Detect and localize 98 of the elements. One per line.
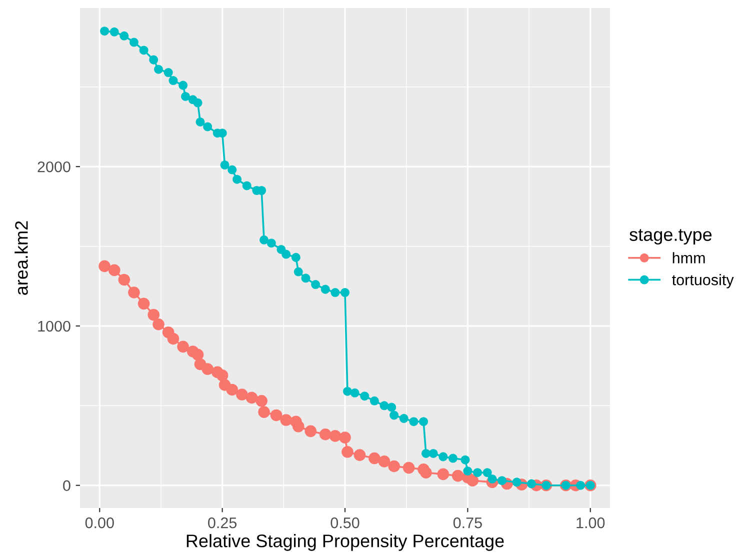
- point: [342, 446, 354, 458]
- point: [304, 425, 317, 438]
- point: [320, 284, 330, 294]
- point: [167, 332, 180, 345]
- point: [202, 363, 214, 375]
- point: [482, 468, 492, 478]
- point: [177, 340, 189, 353]
- point: [270, 409, 282, 422]
- point: [154, 64, 164, 74]
- point: [282, 250, 291, 259]
- point: [340, 288, 350, 298]
- point: [498, 476, 507, 486]
- point: [180, 92, 190, 101]
- point: [488, 474, 497, 484]
- point: [216, 369, 228, 382]
- point: [294, 267, 303, 276]
- point: [368, 452, 380, 464]
- point: [421, 448, 430, 458]
- point: [360, 392, 370, 401]
- x-tick-label: 0.25: [208, 517, 237, 528]
- point: [512, 478, 522, 487]
- point: [330, 288, 340, 298]
- point: [138, 298, 150, 310]
- point: [129, 38, 138, 47]
- point: [108, 264, 120, 276]
- point: [228, 165, 237, 174]
- point: [339, 432, 351, 444]
- point: [438, 452, 448, 462]
- point: [402, 462, 415, 474]
- point: [576, 480, 586, 490]
- legend-label: tortuosity: [672, 274, 734, 288]
- point: [139, 46, 148, 55]
- point: [526, 479, 536, 488]
- point: [463, 466, 472, 476]
- point: [178, 80, 188, 90]
- point: [301, 274, 310, 283]
- point: [350, 388, 360, 398]
- point: [266, 238, 276, 248]
- point: [192, 348, 204, 361]
- point: [354, 449, 366, 461]
- point: [260, 235, 269, 244]
- point: [193, 98, 202, 108]
- legend-title: stage.type: [630, 229, 712, 245]
- point: [378, 456, 390, 468]
- point: [388, 460, 400, 472]
- point: [149, 55, 158, 64]
- point: [203, 122, 212, 132]
- point: [118, 274, 130, 286]
- point: [246, 392, 258, 404]
- point: [452, 470, 464, 482]
- y-axis-title: area.km2: [14, 221, 28, 295]
- point: [226, 384, 238, 396]
- x-tick-label: 0.50: [330, 517, 360, 528]
- x-tick-label: 0.00: [85, 517, 114, 528]
- point: [292, 420, 304, 432]
- point: [220, 160, 230, 170]
- point: [448, 454, 458, 463]
- point: [100, 26, 110, 36]
- point: [196, 117, 205, 126]
- legend-label: hmm: [672, 252, 705, 264]
- point: [342, 386, 352, 396]
- point: [164, 68, 173, 78]
- point: [120, 31, 129, 40]
- point: [319, 428, 332, 440]
- point: [242, 181, 252, 190]
- point: [128, 286, 140, 298]
- point: [110, 27, 119, 36]
- point: [472, 468, 482, 478]
- x-axis-title: Relative Staging Propensity Percentage: [186, 534, 504, 551]
- point: [291, 252, 300, 262]
- point: [390, 410, 399, 420]
- point: [460, 455, 470, 464]
- point: [419, 417, 428, 426]
- point: [409, 417, 418, 426]
- point: [437, 468, 450, 480]
- point: [311, 280, 320, 290]
- point: [258, 406, 270, 418]
- point: [98, 260, 110, 272]
- point: [256, 394, 268, 407]
- point: [148, 308, 160, 321]
- point: [236, 388, 248, 400]
- x-tick-label: 0.75: [453, 517, 482, 528]
- point: [329, 430, 342, 442]
- x-tick-label: 1.00: [576, 517, 605, 528]
- y-tick-label: 2000: [38, 161, 70, 172]
- point: [466, 474, 478, 486]
- point: [280, 414, 292, 426]
- point: [232, 174, 242, 184]
- point: [168, 76, 178, 86]
- point: [420, 466, 432, 479]
- point: [152, 318, 164, 330]
- point: [380, 401, 389, 410]
- point: [428, 448, 438, 458]
- point: [387, 402, 396, 412]
- y-tick-label: 1000: [38, 320, 70, 332]
- y-tick-label: 0: [63, 480, 70, 492]
- point: [370, 396, 379, 406]
- point: [399, 414, 408, 423]
